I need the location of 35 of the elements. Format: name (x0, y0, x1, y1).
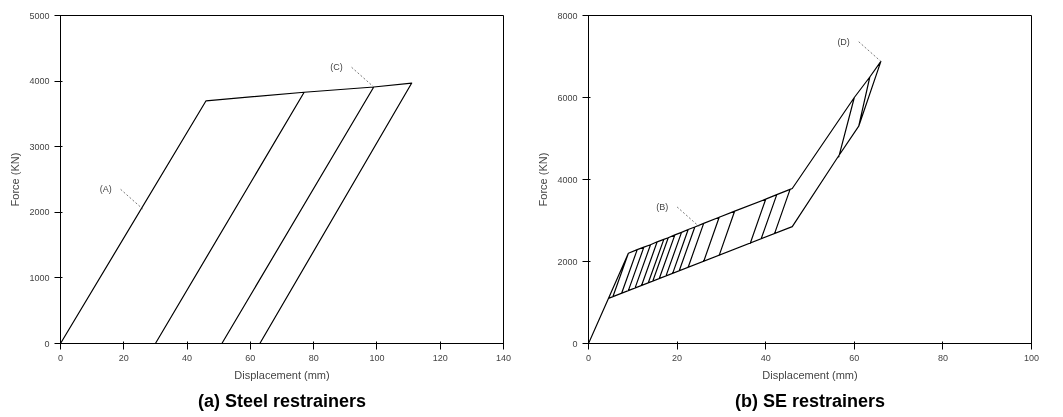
y-axis-title: Force (KN) (537, 152, 550, 207)
x-axis-title: Displacement (mm) (234, 368, 330, 381)
x-tick-label: 60 (245, 352, 256, 363)
x-tick-label: 20 (672, 352, 683, 363)
x-tick-label: 80 (308, 352, 319, 363)
text: (b) SE restrainers (734, 390, 886, 411)
text: (a) Steel restrainers (197, 390, 367, 411)
y-axis-title: Force (KN) (9, 152, 22, 207)
y-tick-label: 0 (44, 338, 50, 349)
x-tick-label: 0 (58, 352, 64, 363)
y-tick-label: 5000 (29, 10, 50, 21)
y-tick-label: 2000 (557, 256, 578, 267)
annotation: (C) (330, 62, 343, 73)
x-tick-label: 100 (369, 352, 385, 363)
y-tick-label: 3000 (29, 141, 50, 152)
x-tick-label: 40 (760, 352, 771, 363)
annotation: (B) (656, 201, 669, 212)
x-axis-title: Displacement (mm) (762, 368, 858, 381)
x-tick-label: 140 (495, 352, 512, 363)
x-tick-label: 80 (937, 352, 948, 363)
y-tick-label: 8000 (557, 10, 578, 21)
y-tick-label: 4000 (557, 174, 578, 185)
annotation: (A) (99, 184, 112, 195)
annotation: (D) (837, 36, 850, 47)
x-tick-label: 60 (849, 352, 860, 363)
y-tick-label: 6000 (557, 92, 578, 103)
y-tick-label: 1000 (29, 272, 50, 283)
y-tick-label: 0 (572, 338, 578, 349)
x-tick-label: 20 (118, 352, 129, 363)
x-tick-label: 0 (586, 352, 592, 363)
x-tick-label: 120 (432, 352, 448, 363)
y-tick-label: 4000 (29, 76, 50, 87)
x-tick-label: 100 (1023, 352, 1040, 363)
y-tick-label: 2000 (29, 207, 50, 218)
x-tick-label: 40 (182, 352, 193, 363)
